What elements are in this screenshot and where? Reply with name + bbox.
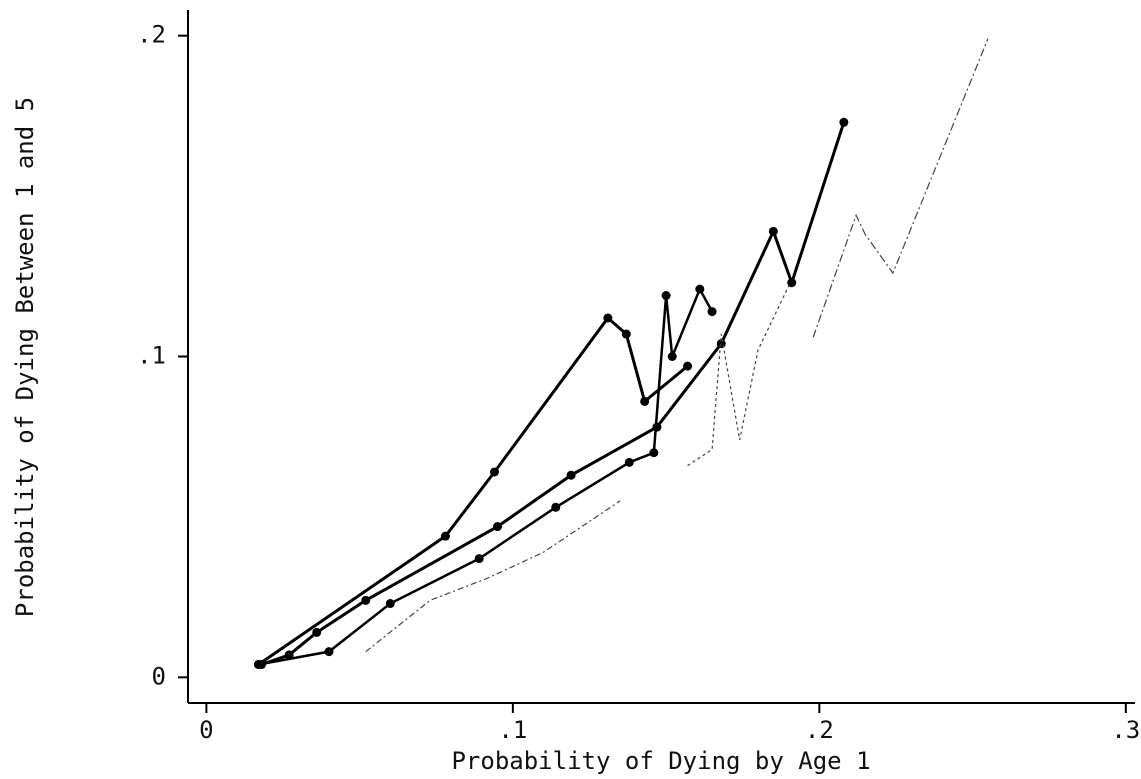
- point: [640, 396, 650, 406]
- series-line: [365, 500, 621, 653]
- point: [361, 595, 371, 605]
- point: [768, 226, 778, 236]
- y-axis-label: Probability of Dying Between 1 and 5: [11, 97, 39, 617]
- point: [474, 554, 484, 564]
- point: [324, 647, 334, 657]
- point: [385, 599, 395, 609]
- point: [649, 448, 659, 458]
- point: [695, 284, 705, 294]
- point: [839, 117, 849, 127]
- point: [489, 467, 499, 477]
- point: [624, 457, 634, 467]
- point: [493, 522, 503, 532]
- point: [253, 660, 263, 669]
- point: [621, 329, 631, 339]
- x-tick-label: 0: [199, 716, 213, 744]
- y-tick-label: .1: [137, 342, 166, 370]
- point: [566, 470, 576, 480]
- x-axis-label: Probability of Dying by Age 1: [451, 747, 870, 775]
- y-tick-label: 0: [152, 662, 166, 690]
- x-tick-label: .2: [805, 716, 834, 744]
- series-line: [258, 286, 714, 666]
- point: [683, 361, 693, 371]
- point: [440, 531, 450, 541]
- series-line: [257, 315, 689, 666]
- point: [312, 627, 322, 637]
- point: [661, 291, 671, 301]
- series-line: [687, 285, 790, 467]
- point: [787, 278, 797, 288]
- series-line: [812, 38, 989, 338]
- point: [707, 307, 717, 317]
- point: [284, 650, 294, 660]
- y-tick-label: .2: [137, 21, 166, 49]
- point: [667, 352, 677, 361]
- point: [603, 313, 613, 323]
- point: [551, 502, 561, 512]
- x-tick-label: .1: [498, 716, 527, 744]
- x-tick-label: .3: [1111, 716, 1140, 744]
